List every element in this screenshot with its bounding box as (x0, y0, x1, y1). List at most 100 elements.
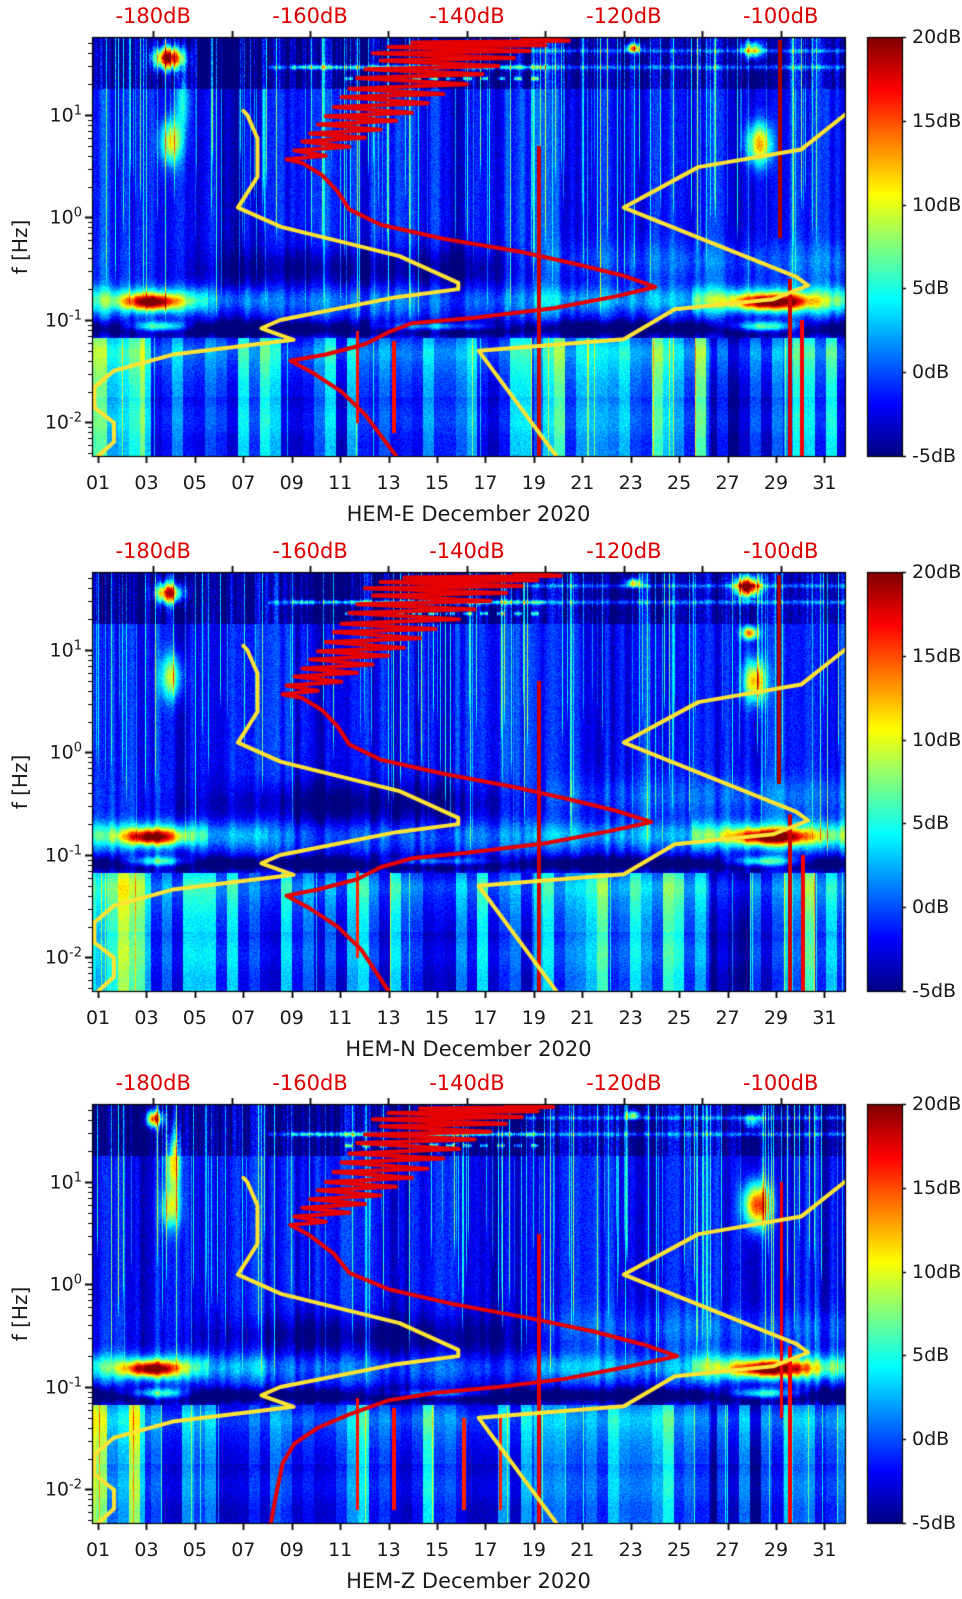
y-tick-label: 10-2 (44, 410, 82, 435)
top-axis-label: -100dB (742, 1071, 819, 1095)
x-tick-label: 29 (763, 1539, 789, 1561)
x-tick-label: 01 (85, 472, 111, 494)
x-tick-label: 21 (570, 1007, 595, 1029)
x-tick-label: 31 (812, 1539, 837, 1561)
top-axis-label: -100dB (742, 4, 819, 28)
colorbar-tick-label: 15dB (912, 1176, 962, 1199)
x-tick-label: 29 (763, 1007, 789, 1029)
x-tick-label: 07 (231, 472, 256, 494)
x-tick-label: 09 (279, 472, 304, 494)
y-tick-label: 101 (49, 1170, 82, 1194)
x-tick-label: 13 (376, 472, 401, 494)
colorbar-tick-label: 20dB (912, 561, 962, 583)
y-tick-label: 10-1 (44, 308, 82, 332)
colorbar-tick-label: 20dB (912, 1093, 962, 1115)
x-tick-label: 23 (618, 472, 643, 494)
top-axis-label: -180dB (115, 539, 191, 563)
colorbar-tick-label: 0dB (912, 361, 950, 384)
x-tick-label: 03 (134, 472, 159, 494)
x-tick-label: 27 (715, 472, 740, 494)
top-axis-label: -180dB (115, 4, 191, 28)
x-tick-label: 31 (812, 472, 837, 494)
x-tick-label: 15 (424, 1007, 450, 1029)
x-tick-label: 13 (376, 1007, 401, 1029)
top-axis-label: -120dB (586, 1071, 662, 1095)
colorbar-tick-label: 5dB (912, 812, 950, 835)
x-tick-label: 11 (328, 1539, 353, 1561)
x-tick-label: 01 (85, 1007, 111, 1029)
colorbar-tick-label: 15dB (912, 644, 962, 667)
colorbar-tick-label: -5dB (912, 445, 957, 467)
x-tick-label: 19 (521, 1007, 546, 1029)
x-tick-label: 11 (328, 1007, 353, 1029)
top-axis-label: -140dB (429, 1071, 505, 1095)
x-tick-label: 25 (667, 1007, 692, 1029)
x-tick-label: 03 (134, 1539, 159, 1561)
y-axis-label-hem-z: f [Hz] (8, 1286, 32, 1341)
colorbar-tick-label: 0dB (912, 896, 950, 919)
x-tick-label: 19 (521, 472, 546, 494)
x-tick-label: 31 (812, 1007, 837, 1029)
colorbar-tick-label: -5dB (912, 980, 957, 1002)
top-axis-label: -160dB (272, 539, 348, 563)
spectrogram-canvas-hem-n (0, 533, 962, 1066)
top-axis-label: -160dB (272, 4, 348, 28)
y-tick-label: 10-1 (44, 843, 82, 867)
colorbar-tick-label: 10dB (912, 728, 962, 751)
x-tick-label: 17 (473, 1539, 498, 1561)
x-tick-label: 13 (376, 1539, 401, 1561)
x-tick-label: 05 (182, 472, 207, 494)
y-tick-label: 100 (49, 1272, 82, 1297)
top-axis-label: -180dB (115, 1071, 191, 1095)
top-axis-label: -160dB (272, 1071, 348, 1095)
panel-title-hem-z: HEM-Z December 2020 (346, 1569, 591, 1593)
x-tick-label: 05 (182, 1539, 207, 1561)
x-tick-label: 23 (618, 1007, 643, 1029)
colorbar-tick-label: 5dB (912, 1344, 950, 1367)
top-axis-label: -140dB (429, 539, 505, 563)
x-tick-label: 07 (231, 1007, 256, 1029)
panel-title-hem-e: HEM-E December 2020 (346, 502, 591, 526)
colorbar-tick-label: 0dB (912, 1428, 950, 1451)
x-tick-label: 17 (473, 1007, 498, 1029)
colorbar-tick-label: 10dB (912, 1260, 962, 1283)
x-tick-label: 27 (715, 1539, 740, 1561)
top-axis-label: -120dB (586, 4, 662, 28)
x-tick-label: 03 (134, 1007, 159, 1029)
colorbar-tick-label: 20dB (912, 26, 962, 48)
x-tick-label: 23 (618, 1539, 643, 1561)
y-tick-label: 10-2 (44, 945, 82, 970)
x-tick-label: 15 (424, 1539, 450, 1561)
y-tick-label: 101 (49, 638, 82, 662)
x-tick-label: 09 (279, 1007, 304, 1029)
colorbar-tick-label: 5dB (912, 277, 950, 300)
x-tick-label: 01 (85, 1539, 111, 1561)
x-tick-label: 09 (279, 1539, 304, 1561)
x-tick-label: 15 (424, 472, 450, 494)
x-tick-label: 05 (182, 1007, 207, 1029)
x-tick-label: 07 (231, 1539, 256, 1561)
panel-title-hem-n: HEM-N December 2020 (345, 1037, 592, 1061)
x-tick-label: 11 (328, 472, 353, 494)
spectrogram-canvas-hem-e (0, 0, 962, 533)
y-tick-label: 10-1 (44, 1375, 82, 1399)
top-axis-label: -140dB (429, 4, 505, 28)
x-tick-label: 19 (521, 1539, 546, 1561)
y-tick-label: 101 (49, 103, 82, 127)
top-axis-label: -120dB (586, 539, 662, 563)
x-tick-label: 21 (570, 1539, 595, 1561)
y-axis-label-hem-n: f [Hz] (8, 754, 32, 809)
x-tick-label: 29 (763, 472, 789, 494)
top-axis-label: -100dB (742, 539, 819, 563)
y-tick-label: 10-2 (44, 1477, 82, 1502)
y-tick-label: 100 (49, 205, 82, 230)
x-tick-label: 17 (473, 472, 498, 494)
x-tick-label: 21 (570, 472, 595, 494)
x-tick-label: 25 (667, 472, 692, 494)
colorbar-tick-label: -5dB (912, 1512, 957, 1534)
spectrogram-canvas-hem-z (0, 1066, 962, 1599)
x-tick-label: 27 (715, 1007, 740, 1029)
x-tick-label: 25 (667, 1539, 692, 1561)
y-axis-label-hem-e: f [Hz] (8, 219, 32, 274)
